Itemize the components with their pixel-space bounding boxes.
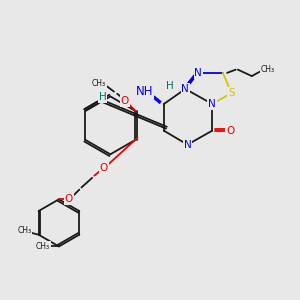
Text: N: N (194, 68, 202, 78)
Text: H: H (99, 92, 106, 102)
Text: O: O (64, 194, 73, 204)
Text: H: H (167, 81, 174, 91)
Text: N: N (182, 84, 189, 94)
Text: N: N (184, 140, 191, 150)
Text: NH: NH (136, 85, 153, 98)
Text: S: S (228, 88, 235, 98)
Text: CH₃: CH₃ (17, 226, 32, 235)
Text: O: O (226, 126, 235, 136)
Text: O: O (121, 96, 129, 106)
Text: CH₃: CH₃ (36, 242, 50, 251)
Text: CH₃: CH₃ (92, 79, 106, 88)
Text: N: N (208, 99, 216, 109)
Text: CH₃: CH₃ (261, 65, 275, 74)
Text: O: O (100, 163, 108, 173)
